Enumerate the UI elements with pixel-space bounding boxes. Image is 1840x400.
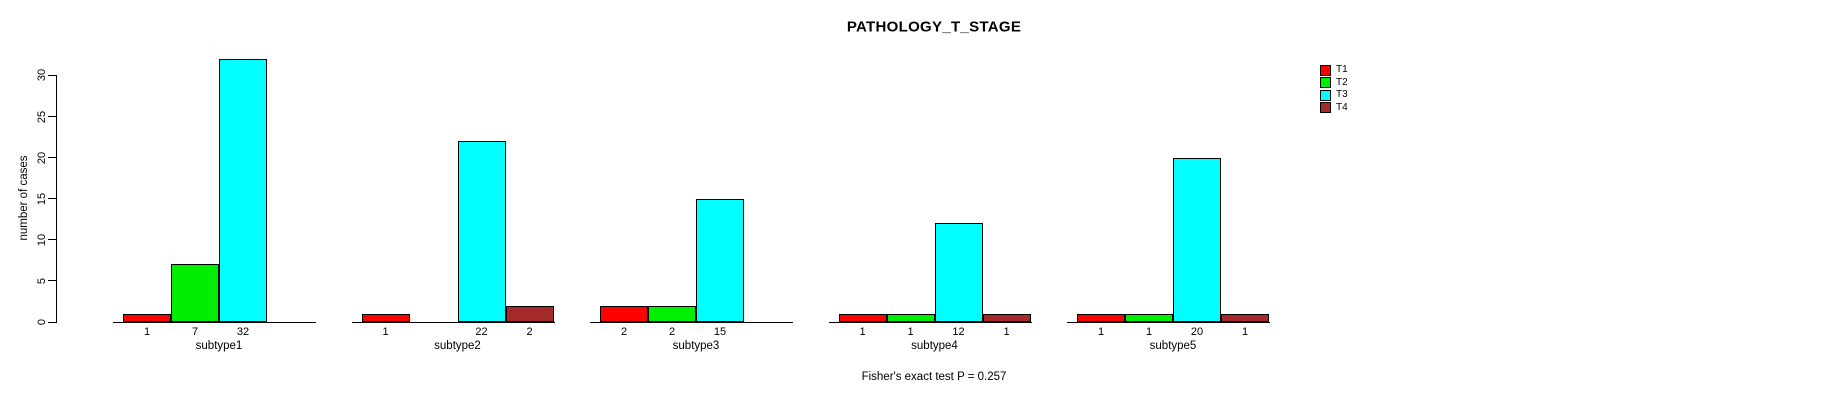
bar-T2-subtype1	[171, 264, 219, 322]
y-tick-label: 20	[36, 151, 48, 164]
y-tick-label: 10	[36, 233, 48, 246]
y-axis-title: number of cases	[18, 155, 30, 241]
y-tick-label: 5	[36, 277, 48, 284]
y-tick-mark	[48, 198, 56, 200]
bar-T3-subtype4	[934, 223, 983, 322]
bar-T4-subtype4	[982, 313, 1031, 322]
bar-T1-subtype4	[838, 313, 887, 322]
legend-swatch-icon	[1320, 89, 1331, 101]
group-baseline	[1067, 322, 1270, 323]
bar-T3-subtype2	[457, 141, 506, 322]
legend-label: T4	[1336, 101, 1348, 113]
bar-T1-subtype5	[1077, 313, 1125, 322]
y-tick-label: 0	[36, 318, 48, 326]
y-tick-mark	[48, 116, 56, 117]
fisher-test-note: Fisher's exact test P = 0.257	[861, 371, 1007, 383]
bar-value-label: 1	[1097, 326, 1105, 338]
bar-value-label: 15	[713, 326, 727, 338]
group-baseline	[351, 322, 555, 323]
y-tick-mark	[48, 280, 56, 282]
legend-swatch-icon	[1320, 64, 1331, 76]
y-tick-label: 15	[36, 192, 48, 205]
y-tick-label: 25	[36, 110, 48, 123]
legend-label: T3	[1336, 89, 1348, 101]
bar-value-label: 1	[382, 326, 389, 338]
chart-title: PATHOLOGY_T_STAGE	[846, 18, 1022, 36]
bar-T2-subtype5	[1125, 313, 1173, 322]
bar-value-label: 32	[236, 326, 250, 338]
x-category-label: subtype1	[195, 340, 243, 352]
bar-value-label: 1	[859, 326, 866, 338]
bar-T3-subtype5	[1173, 157, 1221, 322]
bar-value-label: 12	[952, 326, 965, 338]
bar-value-label: 2	[620, 326, 628, 338]
bar-T3-subtype3	[696, 198, 744, 322]
bar-T4-subtype5	[1221, 313, 1269, 322]
group-baseline	[828, 322, 1032, 323]
legend-label: T1	[1336, 64, 1348, 76]
legend: T1 T2 T3 T4	[1320, 64, 1348, 114]
bar-T1-subtype1	[123, 313, 171, 322]
bar-value-label: 1	[1145, 326, 1153, 338]
y-tick-label: 30	[36, 69, 48, 82]
bar-value-label: 20	[1190, 326, 1204, 338]
x-category-label: subtype5	[1149, 340, 1197, 352]
bar-T2-subtype3	[648, 305, 696, 322]
bar-T3-subtype1	[219, 58, 267, 322]
legend-swatch-icon	[1320, 102, 1331, 114]
legend-item-T1: T1	[1320, 64, 1348, 77]
legend-item-T4: T4	[1320, 102, 1348, 115]
bar-value-label: 22	[475, 326, 488, 338]
legend-item-T2: T2	[1320, 77, 1348, 90]
legend-item-T3: T3	[1320, 89, 1348, 102]
bar-value-label: 1	[907, 326, 914, 338]
y-tick-mark	[48, 157, 56, 159]
y-tick-mark	[48, 74, 56, 76]
bar-value-label: 7	[191, 326, 199, 338]
y-tick-mark	[48, 239, 56, 241]
bar-value-label: 1	[143, 326, 151, 338]
x-category-label: subtype3	[672, 340, 720, 352]
y-axis-line	[56, 75, 57, 323]
y-tick-mark	[48, 321, 56, 323]
bar-T1-subtype3	[600, 305, 648, 322]
group-baseline	[113, 322, 316, 323]
bar-value-label: 1	[1003, 326, 1010, 338]
bar-T1-subtype2	[361, 313, 410, 322]
bar-T4-subtype2	[505, 305, 554, 322]
legend-label: T2	[1336, 76, 1348, 88]
bar-value-label: 1	[1241, 326, 1249, 338]
group-baseline	[590, 322, 793, 323]
legend-swatch-icon	[1320, 77, 1331, 89]
x-category-label: subtype2	[434, 340, 481, 352]
x-category-label: subtype4	[911, 340, 958, 352]
bar-value-label: 2	[526, 326, 533, 338]
bar-T2-subtype4	[886, 313, 935, 322]
bar-value-label: 2	[668, 326, 676, 338]
